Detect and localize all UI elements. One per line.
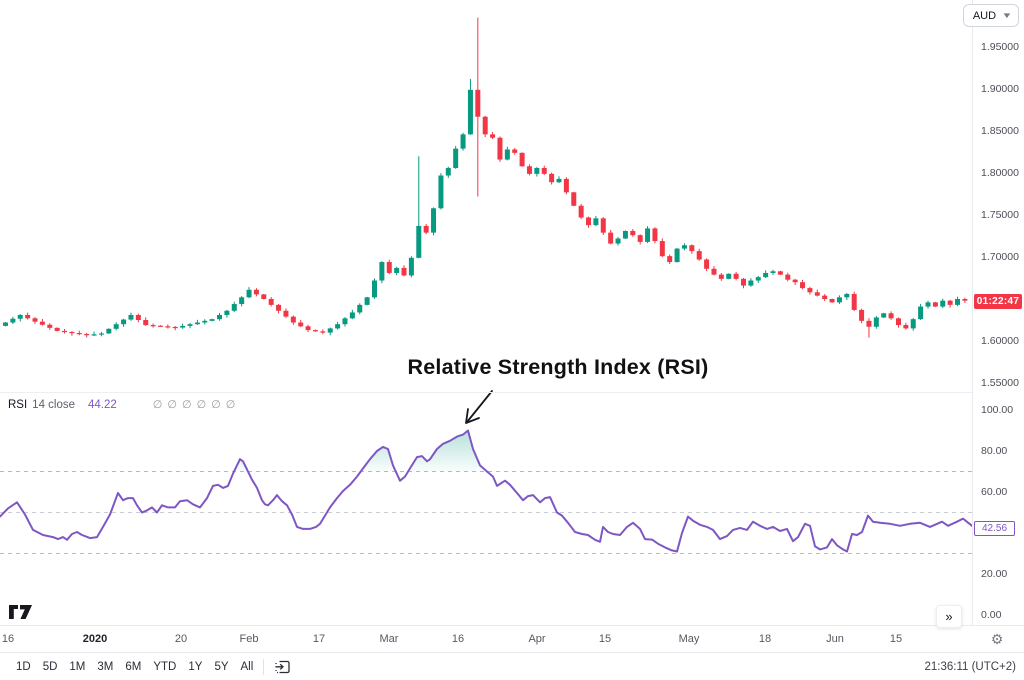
currency-selector-label: AUD xyxy=(972,9,997,22)
price-axis-label: 1.90000 xyxy=(981,83,1019,95)
rsi-legend-title: RSI xyxy=(8,399,28,411)
time-axis-label: 20 xyxy=(174,633,188,645)
chart-canvas[interactable] xyxy=(0,0,972,625)
rsi-annotation-label[interactable]: Relative Strength Index (RSI) xyxy=(407,355,709,379)
range-button-1m[interactable]: 1M xyxy=(69,660,86,673)
time-axis-label: Jun xyxy=(826,633,844,645)
legend-control-icon[interactable]: ∅ xyxy=(196,398,207,411)
rsi-line-series xyxy=(0,429,972,553)
rsi-value-badge: 42.56 xyxy=(974,520,1015,536)
price-axis-label: 1.55000 xyxy=(981,377,1019,389)
time-axis-label: 18 xyxy=(758,633,772,645)
rsi-legend-params: 14 close xyxy=(32,399,76,411)
legend-control-icon[interactable]: ∅ xyxy=(152,398,163,411)
rsi-axis-label: 100.00 xyxy=(981,404,1014,416)
time-axis-label: Mar xyxy=(379,633,399,645)
currency-selector[interactable]: AUD ▼ xyxy=(962,4,1019,27)
range-button-1y[interactable]: 1Y xyxy=(188,660,203,673)
calendar-arrow-icon xyxy=(275,660,290,674)
range-button-1d[interactable]: 1D xyxy=(16,660,31,673)
tradingview-logo[interactable] xyxy=(8,603,34,621)
legend-control-icon[interactable]: ∅ xyxy=(211,398,221,411)
price-axis-label: 1.80000 xyxy=(981,167,1019,179)
chevron-down-icon: ▼ xyxy=(1001,11,1013,20)
time-axis-label: May xyxy=(678,633,700,645)
rsi-legend-controls: ∅ ∅ ∅ ∅ ∅ ∅ xyxy=(152,398,236,411)
price-axis-label: 1.60000 xyxy=(981,335,1019,347)
time-axis-label: 16 xyxy=(1,633,15,645)
rsi-legend: RSI 14 close 44.22 ∅ ∅ ∅ ∅ ∅ ∅ xyxy=(8,397,235,413)
rsi-axis-label: 60.00 xyxy=(981,486,1008,498)
price-axis-label: 1.75000 xyxy=(981,209,1019,221)
range-button-5y[interactable]: 5Y xyxy=(214,660,229,673)
price-axis-label: 1.95000 xyxy=(981,41,1019,53)
candlestick-series xyxy=(3,17,968,338)
pane-separator xyxy=(0,392,972,393)
time-axis-label: 2020 xyxy=(82,633,108,645)
legend-control-icon[interactable]: ∅ xyxy=(225,398,236,411)
toolbar-divider xyxy=(263,658,265,675)
time-axis-label: Feb xyxy=(239,633,259,645)
gear-icon[interactable]: ⚙ xyxy=(990,631,1004,647)
range-button-3m[interactable]: 3M xyxy=(97,660,114,673)
rsi-axis-label: 0.00 xyxy=(981,609,1002,621)
range-button-5d[interactable]: 5D xyxy=(42,660,58,673)
price-axis-label: 1.85000 xyxy=(981,125,1019,137)
time-axis[interactable]: 16 2020 20 Feb 17 Mar 16 Apr 15 May 18 Jun 15 ⚙ xyxy=(0,625,1024,652)
legend-control-icon[interactable]: ∅ xyxy=(167,398,177,411)
time-axis-label: Apr xyxy=(528,633,546,645)
time-axis-label: 15 xyxy=(598,633,612,645)
go-to-latest-button[interactable]: » xyxy=(936,605,962,628)
range-button-6m[interactable]: 6M xyxy=(125,660,142,673)
time-axis-label: 16 xyxy=(451,633,465,645)
time-axis-label: 15 xyxy=(889,633,903,645)
price-axis[interactable]: 1.95000 1.90000 1.85000 1.80000 1.75000 1.700… xyxy=(972,0,1024,625)
rsi-overbought-fill xyxy=(234,430,487,472)
timezone-clock[interactable]: 21:36:11 (UTC+2) xyxy=(924,660,1016,673)
bottom-toolbar: 1D 5D 1M 3M 6M YTD 1Y 5Y All 21:36:11 (UTC+2) xyxy=(0,652,1024,680)
rsi-legend-value: 44.22 xyxy=(88,399,117,411)
countdown-price-badge: 01:22:47 xyxy=(974,293,1022,309)
legend-control-icon[interactable]: ∅ xyxy=(181,398,192,411)
time-axis-label: 17 xyxy=(312,633,326,645)
range-button-all[interactable]: All xyxy=(240,660,254,673)
rsi-band-lines xyxy=(0,471,972,554)
rsi-axis-label: 80.00 xyxy=(981,445,1008,457)
annotation-arrow[interactable] xyxy=(465,390,493,424)
price-axis-label: 1.70000 xyxy=(981,251,1019,263)
double-chevron-right-icon: » xyxy=(945,609,953,624)
range-button-ytd[interactable]: YTD xyxy=(153,660,177,673)
go-to-date-button[interactable] xyxy=(272,657,292,677)
rsi-axis-label: 20.00 xyxy=(981,568,1008,580)
